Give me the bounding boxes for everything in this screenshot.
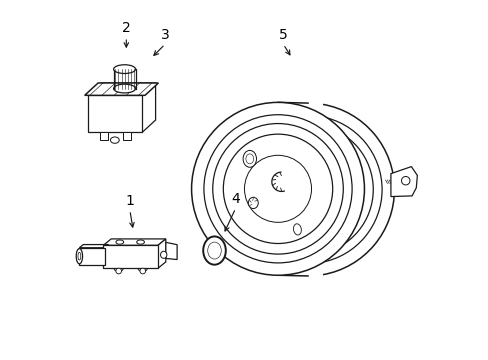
Bar — [87, 95, 142, 132]
Text: 3: 3 — [161, 28, 169, 42]
Ellipse shape — [116, 268, 121, 274]
Ellipse shape — [116, 240, 123, 244]
Ellipse shape — [137, 240, 144, 244]
Circle shape — [223, 134, 332, 243]
Ellipse shape — [138, 266, 147, 271]
Ellipse shape — [110, 137, 119, 143]
Text: 5: 5 — [278, 28, 287, 42]
Text: 1: 1 — [125, 194, 134, 208]
Polygon shape — [390, 167, 417, 197]
Circle shape — [191, 102, 364, 275]
Ellipse shape — [243, 150, 256, 167]
Ellipse shape — [203, 237, 225, 265]
Text: 4: 4 — [231, 192, 240, 206]
Ellipse shape — [160, 251, 166, 258]
Ellipse shape — [248, 197, 258, 208]
Polygon shape — [79, 244, 108, 248]
Bar — [122, 132, 131, 140]
Polygon shape — [165, 242, 177, 260]
Polygon shape — [158, 239, 165, 268]
Text: 2: 2 — [122, 21, 130, 35]
Ellipse shape — [113, 84, 135, 93]
Ellipse shape — [76, 249, 82, 264]
Polygon shape — [103, 239, 165, 245]
Bar — [100, 132, 108, 140]
Polygon shape — [87, 83, 155, 95]
Polygon shape — [142, 83, 155, 132]
Polygon shape — [84, 83, 158, 95]
Ellipse shape — [114, 266, 123, 271]
Ellipse shape — [113, 65, 135, 73]
Bar — [79, 248, 104, 265]
Bar — [103, 245, 158, 268]
Ellipse shape — [140, 268, 145, 274]
